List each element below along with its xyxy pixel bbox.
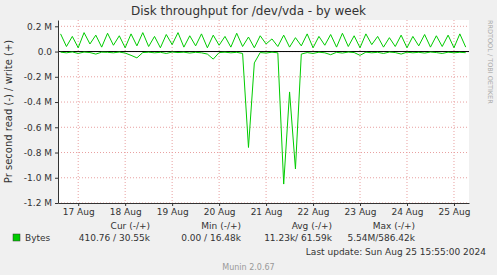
series-line: [61, 52, 466, 184]
legend-header: Min (-/+): [201, 221, 241, 231]
annotation: Last update: Sun Aug 25 15:55:00 2024: [306, 247, 486, 257]
x-axis: 17 Aug 18 Aug 19 Aug 20 Aug 21 Aug 22 Aug 23 A…: [59, 203, 471, 217]
tick-mark: [266, 203, 267, 206]
legend-label: Bytes: [25, 233, 51, 243]
legend-header: Cur (-/+): [111, 221, 150, 231]
tick: -1.0 M: [24, 173, 58, 183]
tick-mark: [407, 203, 408, 206]
tick-mark: [219, 203, 220, 206]
tick-label: -0.2 M: [24, 72, 52, 82]
grid-line: [219, 20, 220, 203]
tick: 17 Aug: [63, 203, 95, 217]
legend-swatch: [13, 234, 20, 241]
tick-label: -0.8 M: [24, 148, 52, 158]
legend-value: 410.76 / 30.55k: [79, 233, 151, 243]
legend-header: Max (-/+): [373, 221, 415, 231]
tick-label: -1.0 M: [24, 173, 52, 183]
grid: [58, 20, 469, 203]
annotation: Munin 2.0.67: [222, 263, 274, 272]
tick-mark: [454, 203, 455, 206]
background: [0, 0, 497, 275]
tick: -0.2 M: [24, 72, 58, 82]
tick-mark: [125, 203, 126, 206]
tick-mark: [360, 203, 361, 206]
plot-marks: [58, 33, 469, 184]
tick-mark: [55, 52, 58, 53]
tick-label: -1.2 M: [24, 198, 52, 208]
tick-mark: [55, 77, 58, 78]
tick: 25 Aug: [439, 203, 471, 217]
tick: -0.6 M: [24, 123, 58, 133]
tick-label: 25 Aug: [439, 207, 471, 217]
grid-line: [58, 127, 469, 128]
axis-line: [58, 21, 59, 204]
tick: 18 Aug: [110, 203, 142, 217]
tick-mark: [313, 203, 314, 206]
tick-mark: [55, 178, 58, 179]
tick-mark: [172, 203, 173, 206]
tick: 24 Aug: [392, 203, 424, 217]
annotation: RRDTOOL / TOBI OETIKER: [486, 20, 494, 104]
tick: -0.4 M: [24, 97, 58, 107]
tick-label: 23 Aug: [345, 207, 377, 217]
tick-label: 18 Aug: [110, 207, 142, 217]
tick-mark: [55, 153, 58, 154]
y-axis-title: Pr second read (-) / write (+): [3, 40, 14, 183]
tick: 22 Aug: [298, 203, 330, 217]
tick-label: 21 Aug: [251, 207, 283, 217]
tick: 23 Aug: [345, 203, 377, 217]
tick-mark: [55, 102, 58, 103]
tick-label: 22 Aug: [298, 207, 330, 217]
tick-label: 17 Aug: [63, 207, 95, 217]
series-line: [61, 33, 466, 48]
tick-mark: [55, 127, 58, 128]
tick-label: 0.2 M: [27, 22, 52, 32]
grid-line: [172, 20, 173, 203]
grid-line: [58, 177, 469, 178]
legend-value: 0.00 / 16.48k: [181, 233, 242, 243]
tick: 20 Aug: [204, 203, 236, 217]
tick-label: 24 Aug: [392, 207, 424, 217]
tick: 0.2 M: [27, 22, 58, 32]
tick-mark: [55, 203, 58, 204]
legend: Cur (-/+) Min (-/+) Avg (-/+) Max (-/+) Byte…: [13, 221, 416, 243]
tick: -0.8 M: [24, 148, 58, 158]
title: Disk throughput for /dev/vda - by week: [131, 4, 366, 18]
legend-value: 5.54M/586.42k: [347, 233, 415, 243]
legend-header: Avg (-/+): [292, 221, 332, 231]
tick-label: 19 Aug: [157, 207, 189, 217]
tick-label: -0.6 M: [24, 123, 52, 133]
tick: 19 Aug: [157, 203, 189, 217]
tick: 21 Aug: [251, 203, 283, 217]
plot-area: [58, 20, 469, 203]
tick-mark: [55, 26, 58, 27]
tick: -1.2 M: [24, 198, 58, 208]
tick-label: -0.4 M: [24, 97, 52, 107]
grid-line: [266, 20, 267, 203]
tick-mark: [78, 203, 79, 206]
tick-label: 0.0: [38, 47, 53, 57]
legend-value: 11.23k/ 61.59k: [264, 233, 333, 243]
tick-label: 20 Aug: [204, 207, 236, 217]
chart: Disk throughput for /dev/vda - by week Pr…: [0, 0, 497, 275]
y-axis: -1.2 M -1.0 M -0.8 M -0.6 M -0.4 M -0.2 M 0.0 0…: [24, 21, 59, 209]
tick: 0.0: [38, 47, 58, 57]
